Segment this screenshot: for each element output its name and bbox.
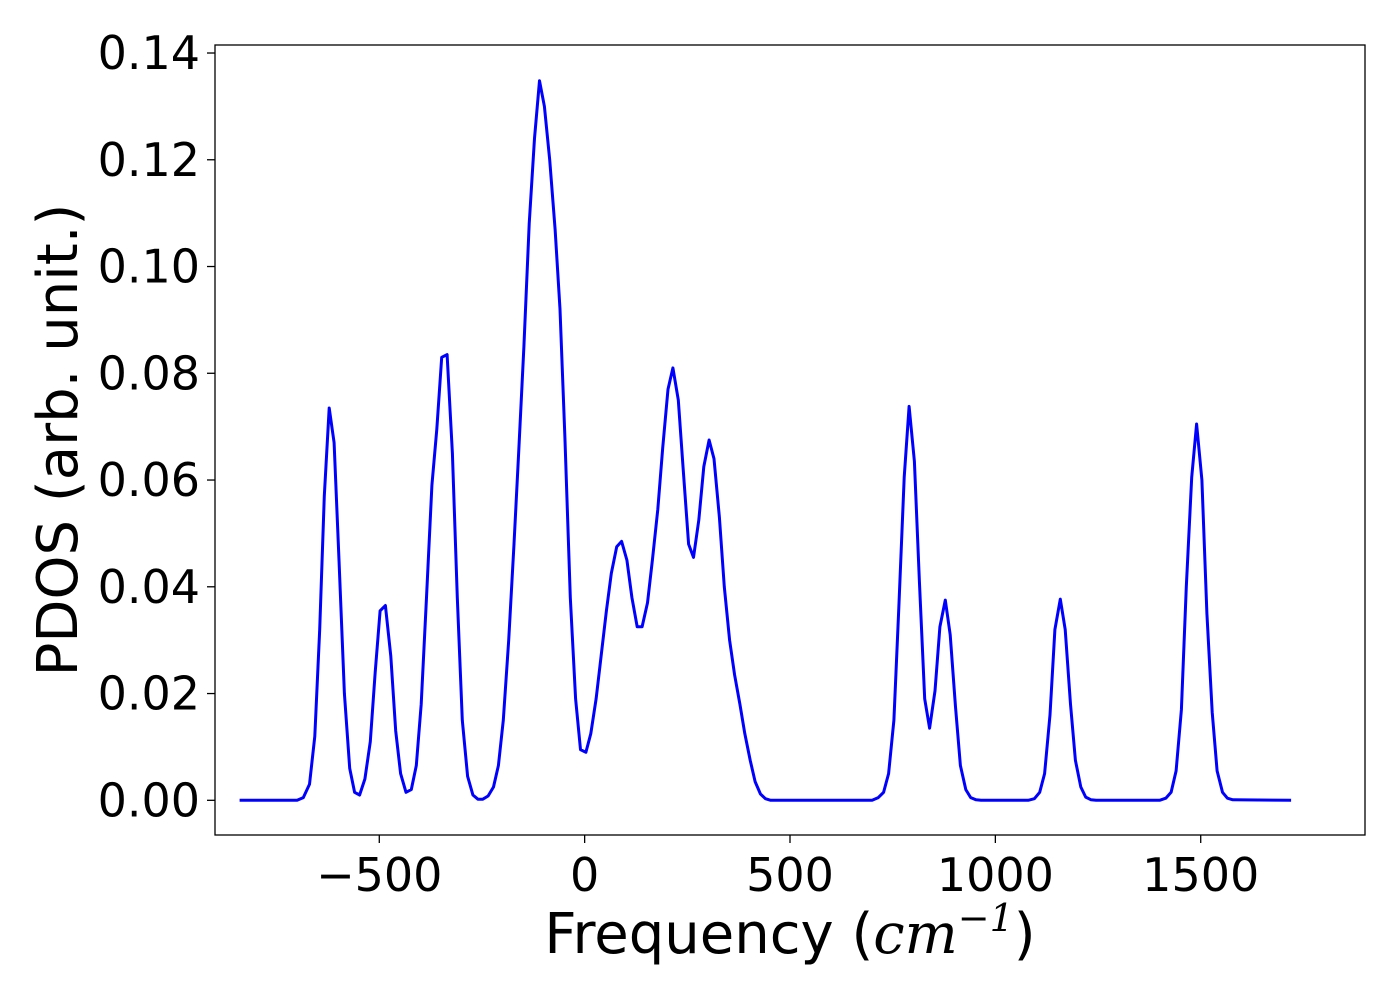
y-tick-label: 0.14	[98, 26, 200, 80]
x-tick-label: 0	[570, 848, 599, 902]
y-tick-label: 0.10	[98, 240, 200, 294]
x-axis-label: Frequency (cm−1)	[544, 896, 1035, 967]
plot-background	[215, 45, 1365, 835]
y-tick-label: 0.02	[98, 667, 200, 721]
y-tick-label: 0.04	[98, 560, 200, 614]
x-axis-label-close: )	[1014, 902, 1036, 967]
x-axis-label-text: Frequency (	[544, 902, 873, 967]
y-tick-label: 0.00	[98, 773, 200, 827]
y-tick-label: 0.08	[98, 346, 200, 400]
y-tick-label: 0.12	[98, 133, 200, 187]
y-axis: 0.00 0.02 0.04 0.06 0.08 0.10 0.12 0.14	[98, 26, 215, 827]
y-tick-label: 0.06	[98, 453, 200, 507]
x-tick-label: −500	[316, 848, 442, 902]
x-axis: −500 0 500 1000 1500	[316, 835, 1259, 902]
y-axis-label: PDOS (arb. unit.)	[26, 204, 91, 677]
x-tick-label: 1000	[937, 848, 1054, 902]
series-layer	[239, 79, 1292, 802]
x-axis-unit-base: cm	[873, 902, 957, 967]
x-tick-label: 500	[746, 848, 834, 902]
x-tick-label: 1500	[1142, 848, 1259, 902]
series-line-0	[239, 79, 1292, 802]
x-axis-unit-exponent: −1	[958, 896, 1014, 940]
